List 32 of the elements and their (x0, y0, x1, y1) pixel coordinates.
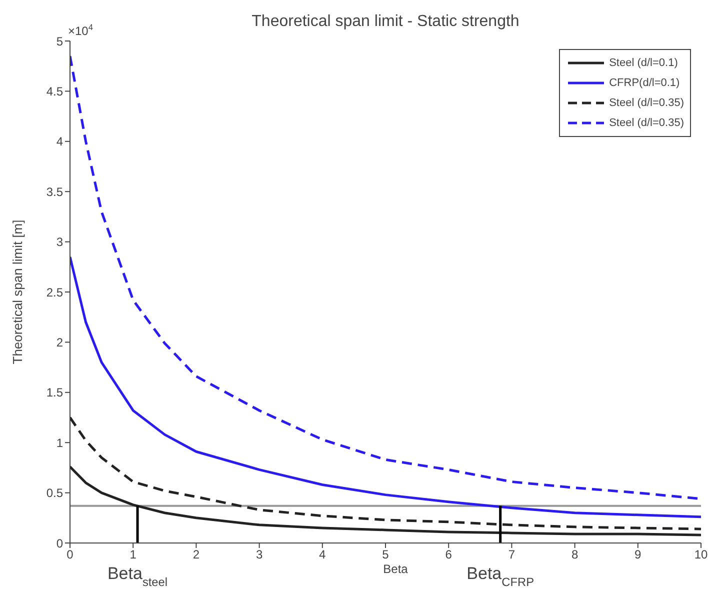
legend-label: CFRP(d/l=0.1) (609, 77, 680, 89)
y-tick-label: 1 (56, 436, 64, 450)
legend-label: Steel (d/l=0.35) (609, 97, 684, 109)
x-tick-label: 5 (382, 548, 390, 562)
x-tick-label: 2 (192, 548, 200, 562)
y-tick-label: 4.5 (46, 84, 64, 98)
y-tick-label: 3 (56, 235, 64, 250)
y-tick-label: 5 (56, 34, 64, 48)
y-tick-label: 1.5 (46, 386, 64, 400)
x-tick-label: 10 (694, 548, 708, 562)
x-tick-label: 7 (508, 548, 516, 562)
annotation: Beta$_{steel}$ (107, 564, 168, 589)
chart-title: Theoretical span limit - Static strength (252, 13, 520, 30)
x-tick-label: 1 (130, 548, 137, 562)
x-tick-label: 3 (256, 548, 263, 562)
x-axis-title: Beta (383, 562, 408, 576)
y-tick-label: 2.5 (46, 285, 64, 300)
x-tick-label: 6 (445, 548, 452, 562)
legend-label: Steel (d/l=0.35) (609, 117, 684, 129)
y-axis-title: Theoretical span limit [m] (10, 220, 25, 364)
text: ×10$^{4}$ (68, 22, 94, 38)
annotation: Beta$_{CFRP}$ (466, 564, 534, 589)
legend-label: Steel (d/l=0.1) (609, 57, 678, 69)
y-tick-label: 4 (56, 134, 64, 149)
x-tick-label: 4 (319, 548, 326, 562)
y-tick-label: 0 (56, 536, 64, 550)
y-tick-label: 3.5 (46, 184, 64, 199)
x-tick-label: 8 (571, 548, 578, 562)
x-tick-label: 9 (634, 548, 642, 562)
x-tick-label: 0 (66, 548, 74, 562)
y-tick-label: 2 (56, 335, 64, 350)
y-tick-label: 0.5 (46, 486, 64, 500)
